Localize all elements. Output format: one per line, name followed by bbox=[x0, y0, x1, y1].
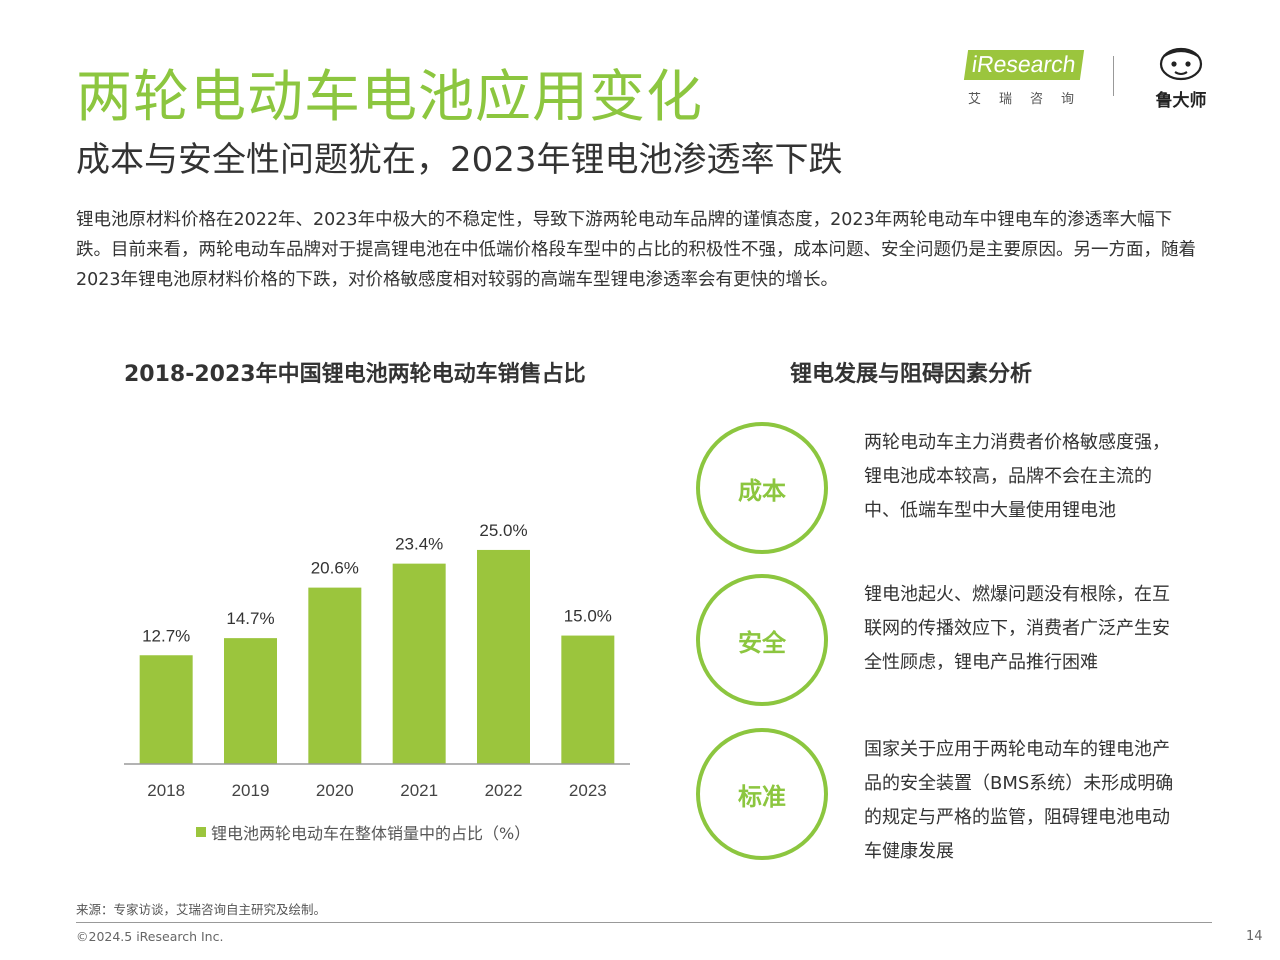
x-tick-label-2021: 2021 bbox=[400, 781, 438, 800]
data-label-2020: 20.6% bbox=[311, 559, 359, 578]
bar-2018 bbox=[139, 655, 193, 764]
safety-factor-label: 安全 bbox=[738, 628, 786, 657]
cost-factor-description: 两轮电动车主力消费者价格敏感度强，锂电池成本较高，品牌不会在主流的中、低端车型中… bbox=[864, 432, 1170, 521]
chart-title: 2018-2023年中国锂电池两轮电动车销售占比 bbox=[124, 362, 586, 387]
data-label-2019: 14.7% bbox=[226, 609, 274, 628]
bar-chart: 12.7% 2018 14.7% 2019 20.6% 2020 23.4% 2021 25.0… bbox=[124, 521, 630, 800]
x-tick-label-2019: 2019 bbox=[232, 781, 270, 800]
data-label-2018: 12.7% bbox=[142, 626, 190, 645]
data-label-2023: 15.0% bbox=[564, 607, 612, 626]
x-tick-label-2018: 2018 bbox=[147, 781, 185, 800]
intro-paragraph: 锂电池原材料价格在2022年、2023年中极大的不稳定性，导致下游两轮电动车品牌… bbox=[76, 210, 1196, 290]
source-note: 来源：专家访谈，艾瑞咨询自主研究及绘制。 bbox=[76, 902, 327, 917]
analysis-title: 锂电发展与阻碍因素分析 bbox=[790, 362, 1033, 387]
bar-2021 bbox=[392, 563, 446, 764]
iresearch-logo-text: iResearch bbox=[963, 50, 1084, 80]
x-tick-label-2020: 2020 bbox=[316, 781, 354, 800]
cost-factor-label: 成本 bbox=[738, 476, 786, 505]
x-tick-label-2022: 2022 bbox=[485, 781, 523, 800]
bar-2019 bbox=[224, 638, 277, 764]
page-number: 14 bbox=[1246, 929, 1263, 944]
iresearch-logo: iResearch 艾瑞咨询 bbox=[963, 50, 1094, 110]
bar-2022 bbox=[477, 549, 530, 764]
standard-factor-circle: 标准 bbox=[696, 728, 828, 860]
standard-factor-description: 国家关于应用于两轮电动车的锂电池产品的安全装置（BMS系统）未形成明确的规定与严… bbox=[864, 739, 1174, 862]
page-title: 两轮电动车电池应用变化 bbox=[76, 65, 703, 130]
iresearch-logo-cn: 艾瑞咨询 bbox=[968, 92, 1093, 107]
footer-divider bbox=[76, 922, 1212, 923]
data-label-2022: 25.0% bbox=[479, 521, 527, 540]
ludashi-mascot-icon bbox=[1159, 47, 1203, 81]
cost-factor-circle: 成本 bbox=[696, 422, 828, 554]
data-label-2021: 23.4% bbox=[395, 535, 443, 554]
legend-label: 锂电池两轮电动车在整体销量中的占比（%） bbox=[211, 824, 531, 843]
bar-2020 bbox=[308, 587, 362, 764]
safety-factor-description: 锂电池起火、燃爆问题没有根除，在互联网的传播效应下，消费者广泛产生安全性顾虑，锂… bbox=[864, 584, 1170, 673]
ludashi-logo-text: 鲁大师 bbox=[1155, 91, 1207, 111]
x-tick-label-2023: 2023 bbox=[569, 781, 607, 800]
copyright: ©2024.5 iResearch Inc. bbox=[76, 929, 224, 944]
standard-factor-label: 标准 bbox=[738, 782, 786, 811]
page-subtitle: 成本与安全性问题犹在，2023年锂电池渗透率下跌 bbox=[76, 140, 843, 180]
safety-factor-circle: 安全 bbox=[696, 574, 828, 706]
legend-swatch bbox=[196, 827, 206, 837]
ludashi-logo: 鲁大师 bbox=[1150, 44, 1212, 111]
logo-divider bbox=[1113, 56, 1114, 96]
chart-legend: 锂电池两轮电动车在整体销量中的占比（%） bbox=[196, 820, 530, 844]
bar-2023 bbox=[561, 635, 615, 764]
